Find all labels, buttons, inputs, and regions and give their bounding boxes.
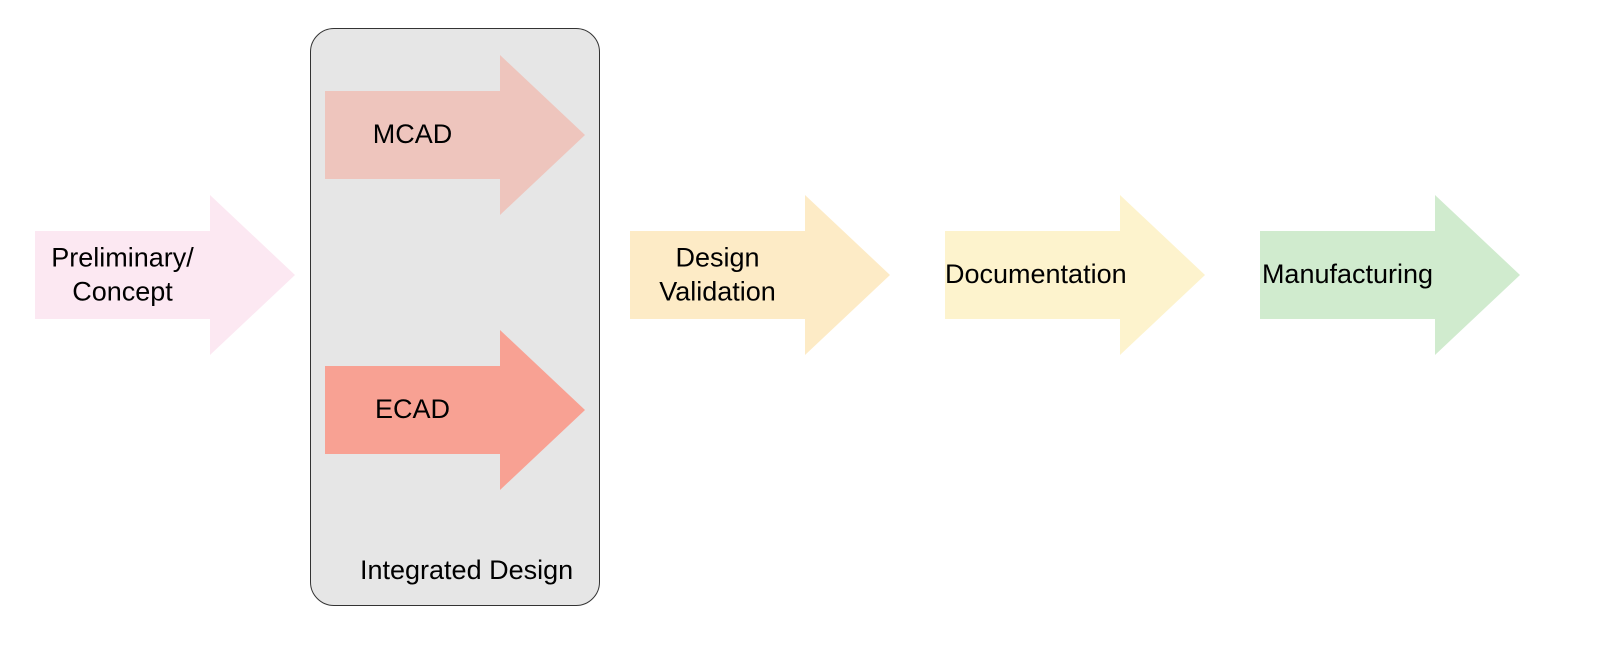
arrow-ecad: ECAD xyxy=(325,330,585,490)
arrow-manufacturing: Manufacturing xyxy=(1260,195,1520,355)
arrow-mcad: MCAD xyxy=(325,55,585,215)
arrow-preliminary-concept: Preliminary/Concept xyxy=(35,195,295,355)
diagram-canvas: Integrated Design Preliminary/Concept MC… xyxy=(0,0,1620,665)
arrow-shape-icon xyxy=(1260,195,1520,355)
arrow-shape-icon xyxy=(35,195,295,355)
arrow-shape-icon xyxy=(325,55,585,215)
arrow-documentation: Documentation xyxy=(945,195,1205,355)
arrow-shape-icon xyxy=(630,195,890,355)
integrated-design-label: Integrated Design xyxy=(360,555,573,586)
arrow-design-validation: DesignValidation xyxy=(630,195,890,355)
arrow-shape-icon xyxy=(945,195,1205,355)
arrow-shape-icon xyxy=(325,330,585,490)
